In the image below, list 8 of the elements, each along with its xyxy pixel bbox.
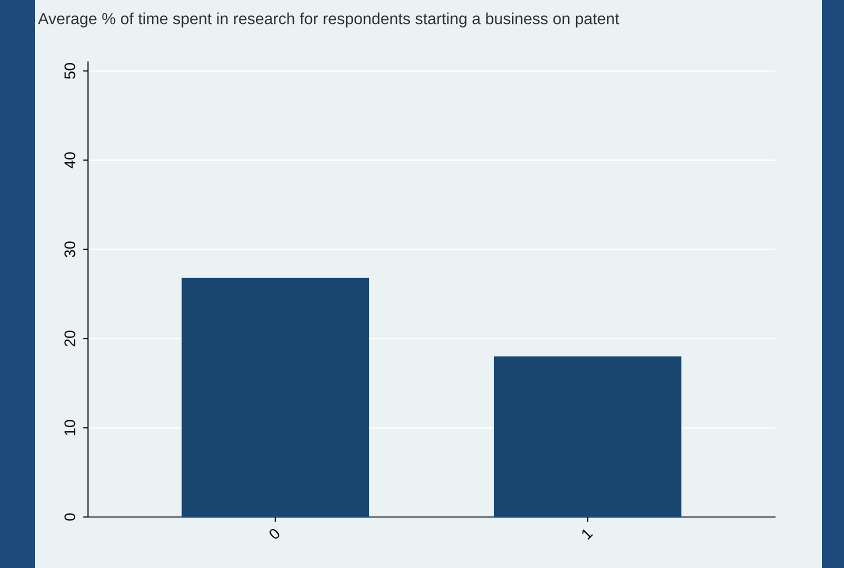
- y-tick-label: 50: [64, 63, 76, 79]
- y-tick-label: 10: [64, 420, 76, 436]
- y-tick-label: 30: [64, 241, 76, 258]
- y-tick-label: 40: [64, 152, 76, 168]
- x-tick-label: 1: [580, 528, 593, 540]
- y-tick-label: 0: [64, 513, 76, 521]
- y-tick-label: 20: [64, 330, 76, 346]
- chart-title: Average % of time spent in research for respondents starting a business on patent: [38, 12, 620, 28]
